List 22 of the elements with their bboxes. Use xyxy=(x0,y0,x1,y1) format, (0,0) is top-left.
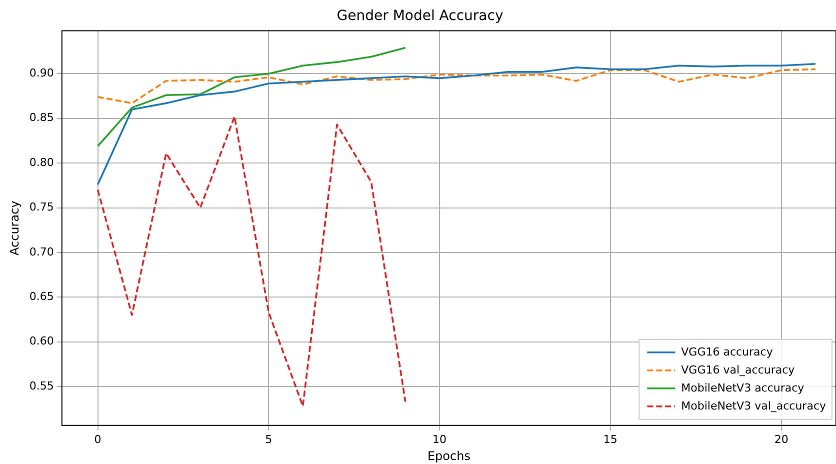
y-tick-label: 0.70 xyxy=(29,245,54,258)
y-tick-label: 0.85 xyxy=(29,111,54,124)
y-axis-title: Accuracy xyxy=(7,200,22,256)
y-tick-label: 0.55 xyxy=(29,379,54,392)
legend-label: MobileNetV3 val_accuracy xyxy=(681,399,826,412)
chart-title: Gender Model Accuracy xyxy=(336,8,504,24)
x-axis-title: Epochs xyxy=(427,448,470,463)
line-series xyxy=(96,116,406,408)
legend-label: MobileNetV3 accuracy xyxy=(681,381,805,394)
x-tick-label: 0 xyxy=(94,432,102,446)
line-series xyxy=(96,68,816,104)
x-tick-label: 20 xyxy=(774,432,788,446)
x-tick-label: 15 xyxy=(603,432,618,446)
y-tick-label: 0.65 xyxy=(29,290,54,304)
y-tick-label: 0.60 xyxy=(29,334,54,348)
x-tick-label: 5 xyxy=(265,432,272,446)
legend-label: VGG16 accuracy xyxy=(681,345,774,358)
y-tick-label: 0.90 xyxy=(29,66,54,80)
y-tick-label: 0.75 xyxy=(29,200,54,214)
x-tick-label: 10 xyxy=(432,432,447,446)
legend-label: VGG16 val_accuracy xyxy=(681,363,796,376)
y-tick-label: 0.80 xyxy=(29,156,54,169)
